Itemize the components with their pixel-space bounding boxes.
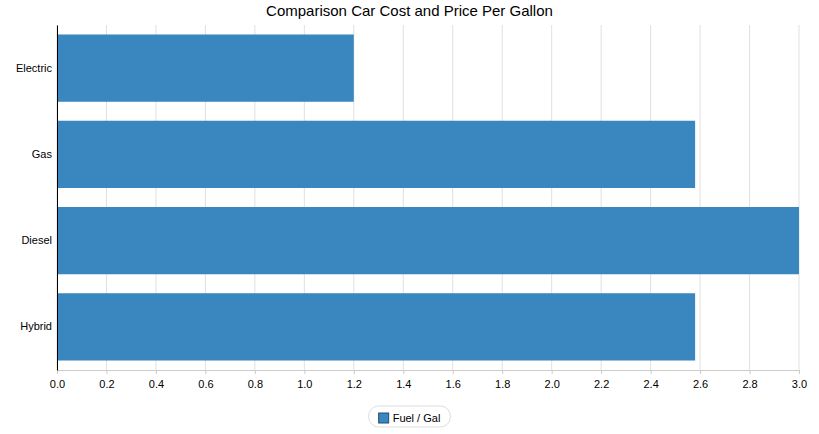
grid (57, 25, 799, 370)
x-tick-label: 1.4 (396, 378, 411, 390)
y-axis: Electric Gas Diesel Hybrid (16, 26, 58, 371)
x-tick-mark (403, 370, 404, 374)
x-tick-label: 2.8 (742, 378, 757, 390)
x-tick-mark (106, 370, 107, 374)
x-tick-mark (304, 370, 305, 374)
x-tick-mark (156, 370, 157, 374)
x-tick-mark (354, 370, 355, 374)
x-tick: 2.6 (693, 370, 708, 390)
bar (57, 34, 354, 101)
bar (57, 293, 695, 360)
legend-box (369, 406, 451, 427)
y-tick: Gas (32, 148, 57, 160)
x-tick: 0.0 (50, 370, 65, 390)
x-tick-mark (502, 370, 503, 374)
x-tick-label: 0.2 (99, 378, 114, 390)
x-tick-label: 2.4 (643, 378, 658, 390)
x-tick: 1.4 (396, 370, 411, 390)
plot: 0.0 0.2 0.4 0.6 0.8 1.0 1.2 1.4 1.6 1.8 2.0 2.2 2.4 2… (16, 25, 807, 390)
x-tick-label: 1.8 (495, 378, 510, 390)
x-tick-label: 1.2 (347, 378, 362, 390)
y-tick-label: Diesel (21, 234, 52, 246)
bar (57, 121, 695, 188)
x-tick-mark (651, 370, 652, 374)
x-tick: 2.4 (643, 370, 658, 390)
x-tick-label: 1.0 (297, 378, 312, 390)
x-tick-label: 3.0 (792, 378, 807, 390)
x-tick-mark (700, 370, 701, 374)
title: Comparison Car Cost and Price Per Gallon (266, 2, 553, 19)
grid-line (57, 25, 58, 370)
y-axis-line (57, 26, 58, 371)
x-tick-mark (552, 370, 553, 374)
x-tick-label: 0.0 (50, 378, 65, 390)
y-tick: Electric (16, 62, 57, 74)
x-tick-mark (601, 370, 602, 374)
x-tick: 0.6 (198, 370, 213, 390)
x-tick-label: 0.8 (248, 378, 263, 390)
x-tick-label: 0.4 (149, 378, 164, 390)
grid-line (799, 25, 800, 370)
x-tick: 1.6 (446, 370, 461, 390)
legend-item: Fuel / Gal (379, 412, 441, 424)
x-tick-mark (57, 370, 58, 374)
y-tick-label: Hybrid (20, 320, 52, 332)
legend: Fuel / Gal (369, 406, 451, 427)
x-tick: 2.2 (594, 370, 609, 390)
x-tick: 2.8 (742, 370, 757, 390)
y-tick-label: Electric (16, 62, 53, 74)
x-axis: 0.0 0.2 0.4 0.6 0.8 1.0 1.2 1.4 1.6 1.8 2.0 2.2 2.4 2… (50, 370, 807, 390)
y-tick-label: Gas (32, 148, 53, 160)
x-tick-mark (453, 370, 454, 374)
bar (57, 207, 799, 274)
x-tick-label: 1.6 (446, 378, 461, 390)
grid-line (700, 25, 701, 370)
x-tick-mark (799, 370, 800, 374)
x-axis-line (58, 371, 800, 375)
legend-label: Fuel / Gal (393, 412, 441, 424)
y-tick: Hybrid (20, 320, 57, 332)
x-tick-label: 2.6 (693, 378, 708, 390)
x-tick-label: 2.2 (594, 378, 609, 390)
x-tick-label: 2.0 (545, 378, 560, 390)
x-tick: 1.2 (347, 370, 362, 390)
grid-line (749, 25, 750, 370)
x-tick-mark (255, 370, 256, 374)
y-tick: Diesel (21, 234, 57, 246)
x-tick: 0.2 (99, 370, 114, 390)
x-tick: 0.4 (149, 370, 164, 390)
x-tick: 2.0 (545, 370, 560, 390)
x-tick: 1.8 (495, 370, 510, 390)
chart: 0.0 0.2 0.4 0.6 0.8 1.0 1.2 1.4 1.6 1.8 2.0 2.2 2.4 2… (0, 0, 819, 434)
x-tick: 0.8 (248, 370, 263, 390)
x-tick: 1.0 (297, 370, 312, 390)
x-tick-mark (750, 370, 751, 374)
x-tick-mark (205, 370, 206, 374)
bars (57, 34, 799, 360)
x-tick-label: 0.6 (198, 378, 213, 390)
legend-swatch (379, 413, 389, 423)
x-tick: 3.0 (792, 370, 807, 390)
